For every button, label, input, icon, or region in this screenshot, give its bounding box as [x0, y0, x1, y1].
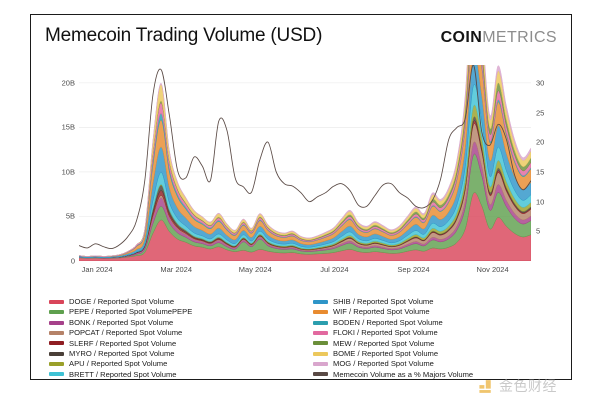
- x-axis: Jan 2024 Mar 2024 May 2024 Jul 2024 Sep 2024…: [79, 263, 531, 279]
- x-axis-tick: Jul 2024: [320, 265, 349, 274]
- legend-item-label: BOME / Reported Spot Volume: [333, 348, 439, 358]
- legend-color-swatch: [313, 372, 328, 377]
- legend-item[interactable]: PEPE / Reported Spot VolumePEPE: [49, 307, 299, 317]
- chart-card: Memecoin Trading Volume (USD) COINMETRIC…: [30, 14, 572, 380]
- y-axis-right-tick: 30: [536, 78, 545, 88]
- y-axis-right-tick: 25: [536, 108, 545, 117]
- legend-color-swatch: [313, 330, 328, 335]
- page-title: Memecoin Trading Volume (USD): [45, 25, 323, 46]
- legend-item[interactable]: FLOKI / Reported Spot Volume: [313, 328, 563, 338]
- legend-item[interactable]: POPCAT / Reported Spot Volume: [49, 328, 299, 338]
- legend-item[interactable]: DOGE / Reported Spot Volume: [49, 297, 299, 307]
- overlay-line-series: [79, 65, 531, 249]
- legend-item-label: DOGE / Reported Spot Volume: [69, 297, 175, 306]
- x-axis-tick: Jan 2024: [81, 265, 113, 274]
- legend-item-label: MYRO / Reported Spot Volume: [69, 348, 175, 358]
- legend-item-label: SLERF / Reported Spot Volume: [69, 338, 177, 348]
- legend-item[interactable]: Memecoin Volume as a % Majors Volume: [313, 370, 563, 380]
- legend-color-swatch: [49, 320, 64, 325]
- chart-legend: DOGE / Reported Spot Volume PEPE / Report…: [45, 297, 559, 379]
- legend-item[interactable]: APU / Reported Spot Volume: [49, 359, 299, 369]
- brand-light-text: METRICS: [482, 29, 557, 46]
- y-axis-left-tick: 20B: [61, 78, 75, 88]
- legend-color-swatch: [49, 372, 64, 377]
- legend-item[interactable]: MYRO / Reported Spot Volume: [49, 349, 299, 359]
- legend-item-label: MOG / Reported Spot Volume: [333, 359, 434, 369]
- x-axis-tick: Mar 2024: [160, 265, 193, 274]
- legend-item-label: APU / Reported Spot Volume: [69, 359, 168, 369]
- legend-color-swatch: [313, 341, 328, 346]
- x-axis-tick: May 2024: [238, 265, 272, 274]
- legend-item-label: MEW / Reported Spot Volume: [333, 338, 435, 348]
- legend-color-swatch: [313, 310, 328, 315]
- watermark: 金色财经: [478, 376, 557, 396]
- legend-item-label: WIF / Reported Spot Volume: [333, 307, 430, 317]
- chart-canvas: [79, 65, 531, 261]
- y-axis-left-tick: 5B: [65, 211, 75, 221]
- legend-color-swatch: [49, 351, 64, 356]
- legend-item-label: PEPE / Reported Spot VolumePEPE: [69, 307, 193, 317]
- y-axis-right-tick: 15: [536, 167, 545, 177]
- legend-color-swatch: [49, 341, 64, 346]
- legend-color-swatch: [313, 362, 328, 367]
- x-axis-tick: Nov 2024: [476, 265, 509, 274]
- legend-item-label: BONK / Reported Spot Volume: [69, 317, 174, 327]
- brand-bold-text: COIN: [440, 29, 483, 46]
- y-axis-left-tick: 0: [70, 256, 75, 266]
- legend-item-label: BRETT / Reported Spot Volume: [69, 369, 177, 379]
- legend-item[interactable]: MOG / Reported Spot Volume: [313, 359, 563, 369]
- area-chart-svg: [79, 65, 531, 261]
- watermark-text: 金色财经: [499, 379, 557, 395]
- legend-item[interactable]: SLERF / Reported Spot Volume: [49, 339, 299, 349]
- y-axis-right-tick: 10: [536, 197, 545, 207]
- coinmetrics-logo: COINMETRICS: [441, 29, 557, 47]
- legend-color-swatch: [313, 299, 328, 304]
- legend-item-label: SHIB / Reported Spot Volume: [333, 297, 434, 306]
- legend-color-swatch: [313, 351, 328, 356]
- legend-color-swatch: [49, 330, 64, 335]
- legend-item-label: FLOKI / Reported Spot Volume: [333, 328, 438, 338]
- y-axis-left-tick: 10B: [61, 167, 75, 177]
- legend-column-left: DOGE / Reported Spot Volume PEPE / Report…: [49, 297, 299, 380]
- legend-item[interactable]: BODEN / Reported Spot Volume: [313, 318, 563, 328]
- watermark-logo-icon: [478, 378, 495, 395]
- legend-item[interactable]: MEW / Reported Spot Volume: [313, 339, 563, 349]
- card-header: Memecoin Trading Volume (USD) COINMETRIC…: [31, 15, 571, 63]
- legend-item[interactable]: BONK / Reported Spot Volume: [49, 318, 299, 328]
- y-axis-right-tick: 20: [536, 137, 545, 147]
- legend-color-swatch: [49, 310, 64, 315]
- y-axis-right: 5 10 15 20 25 30: [531, 65, 557, 261]
- legend-item[interactable]: BOME / Reported Spot Volume: [313, 349, 563, 359]
- legend-color-swatch: [49, 299, 64, 304]
- legend-item[interactable]: WIF / Reported Spot Volume: [313, 307, 563, 317]
- legend-color-swatch: [313, 320, 328, 325]
- legend-item[interactable]: SHIB / Reported Spot Volume: [313, 297, 563, 307]
- y-axis-right-tick: 5: [536, 226, 541, 236]
- legend-column-right: SHIB / Reported Spot Volume WIF / Reporte…: [313, 297, 563, 380]
- legend-item-label: POPCAT / Reported Spot Volume: [69, 328, 183, 338]
- plot-area: 0 5B 10B 15B 20B 5 10 15 20 25 30 Jan 2024 Mar 202…: [45, 65, 557, 290]
- y-axis-left: 0 5B 10B 15B 20B: [45, 65, 79, 265]
- legend-item-label: Memecoin Volume as a % Majors Volume: [333, 369, 474, 379]
- x-axis-tick: Sep 2024: [397, 265, 430, 274]
- y-axis-left-tick: 15B: [61, 122, 75, 132]
- legend-color-swatch: [49, 362, 64, 367]
- area-series: [79, 65, 531, 256]
- legend-item-label: BODEN / Reported Spot Volume: [333, 317, 443, 327]
- legend-item[interactable]: BRETT / Reported Spot Volume: [49, 370, 299, 380]
